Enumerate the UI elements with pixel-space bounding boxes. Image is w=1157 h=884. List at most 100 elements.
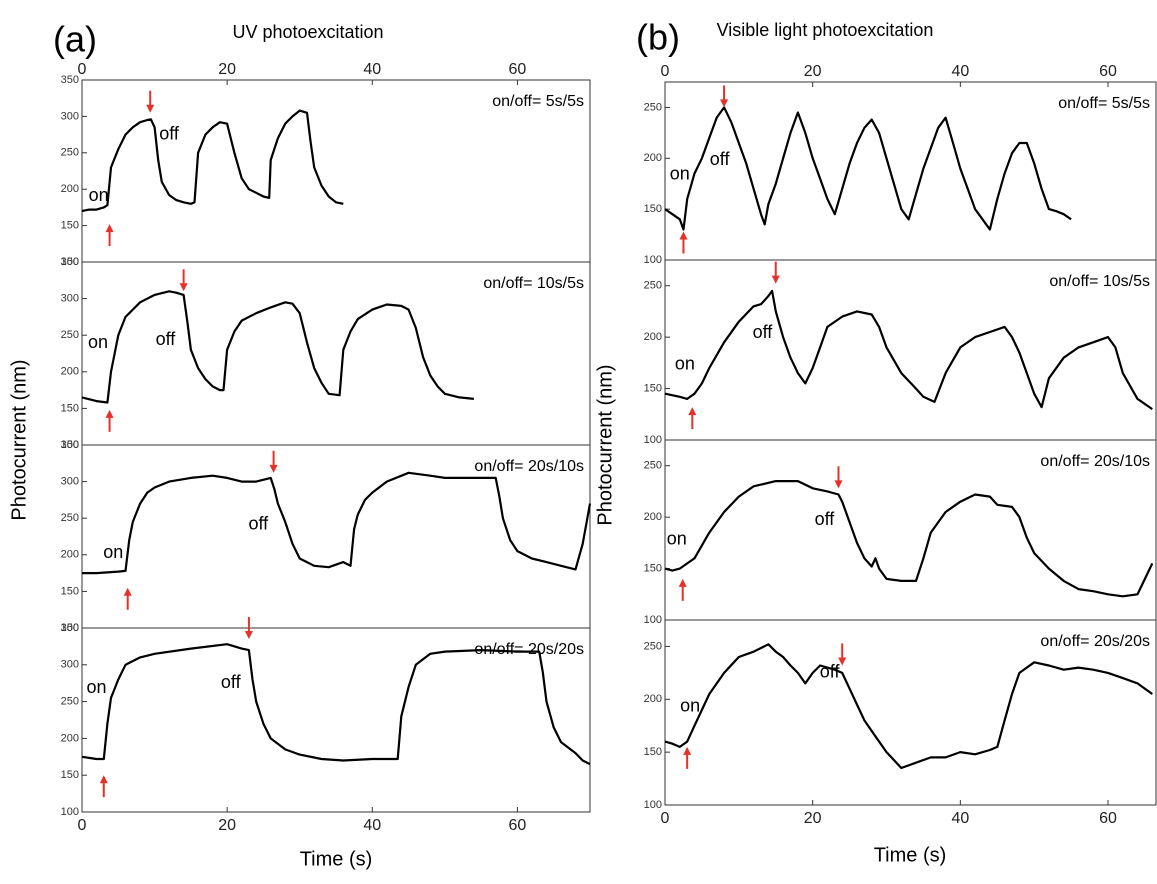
data-line (81, 643, 591, 766)
arrow-head (269, 464, 278, 473)
annotation: on/off= 5s/5s (492, 93, 584, 110)
x-tick-label: 40 (363, 61, 381, 78)
arrow-head (838, 657, 847, 666)
y-tick-label: 200 (61, 732, 79, 744)
x-axis-label: Time (s) (874, 844, 947, 866)
arrow (146, 90, 155, 113)
annotation: on/off= 10s/5s (1049, 273, 1150, 290)
y-tick-label: 250 (644, 280, 662, 292)
x-tick-label: 60 (509, 817, 527, 834)
state-label: on (103, 542, 123, 562)
data-line (664, 106, 1072, 231)
y-tick-label: 150 (61, 402, 79, 414)
state-label: on (667, 529, 687, 549)
arrow (123, 587, 132, 610)
state-label: on (680, 695, 700, 715)
arrow-head (105, 409, 114, 418)
y-axis-label: Photocurrent (nm) (594, 364, 616, 525)
panel-label: (b) (636, 17, 680, 58)
panel-title: UV photoexcitation (232, 22, 383, 42)
data-line (82, 471, 592, 575)
y-tick-label: 150 (61, 769, 79, 781)
y-tick-label: 100 (644, 434, 662, 446)
y-tick-label: 100 (61, 256, 79, 268)
y-tick-label: 250 (644, 101, 662, 113)
y-tick-label: 200 (644, 693, 662, 705)
arrow-head (679, 231, 688, 240)
y-tick-label: 350 (61, 74, 79, 86)
x-tick-label: 40 (951, 63, 969, 80)
arrow-head (123, 587, 132, 596)
y-tick-label: 150 (644, 382, 662, 394)
y-tick-label: 150 (644, 203, 662, 215)
arrow-head (720, 99, 729, 108)
y-tick-label: 200 (61, 549, 79, 561)
data-line (664, 480, 1154, 598)
arrow-head (99, 775, 108, 784)
annotation: on/off= 20s/20s (1040, 633, 1150, 650)
annotation: on/off= 20s/10s (474, 458, 584, 475)
arrow (679, 231, 688, 254)
arrow (105, 409, 114, 432)
y-tick-label: 200 (644, 511, 662, 523)
arrow (688, 407, 697, 430)
annotation: on/off= 20s/20s (474, 641, 584, 658)
arrow (838, 643, 847, 666)
arrow-head (834, 480, 843, 489)
x-tick-label: 60 (509, 61, 527, 78)
y-tick-label: 250 (61, 512, 79, 524)
y-tick-label: 200 (61, 183, 79, 195)
state-label: on (675, 354, 695, 374)
state-label: off (820, 662, 841, 682)
y-tick-label: 300 (61, 110, 79, 122)
state-label: on (89, 185, 109, 205)
arrow-head (105, 224, 114, 233)
y-tick-label: 300 (61, 293, 79, 305)
data-line (664, 289, 1153, 411)
y-tick-label: 250 (61, 147, 79, 159)
x-tick-label: 60 (1099, 63, 1117, 80)
arrow (179, 269, 188, 292)
arrow (678, 578, 687, 601)
data-line (81, 109, 344, 213)
x-tick-label: 20 (218, 61, 236, 78)
y-tick-label: 250 (61, 329, 79, 341)
x-tick-label: 0 (661, 63, 670, 80)
x-tick-label: 20 (804, 63, 822, 80)
state-label: off (159, 123, 180, 143)
y-tick-label: 350 (61, 256, 79, 268)
arrow-head (244, 631, 253, 640)
state-label: off (221, 672, 242, 692)
y-tick-label: 300 (61, 659, 79, 671)
arrow-head (678, 578, 687, 587)
state-label: off (815, 509, 836, 529)
x-tick-label: 20 (218, 817, 236, 834)
x-axis-label: Time (s) (300, 848, 373, 870)
arrow (834, 466, 843, 489)
y-tick-label: 100 (61, 806, 79, 818)
arrow-head (146, 104, 155, 113)
state-label: off (753, 322, 774, 342)
y-axis-label: Photocurrent (nm) (8, 359, 30, 520)
y-tick-label: 200 (644, 152, 662, 164)
y-tick-label: 100 (644, 254, 662, 266)
arrow-head (179, 283, 188, 292)
y-tick-label: 150 (644, 746, 662, 758)
y-tick-label: 100 (61, 622, 79, 634)
x-tick-label: 20 (804, 810, 822, 827)
panel-label: (a) (53, 19, 97, 60)
arrow (720, 85, 729, 108)
x-tick-label: 40 (363, 817, 381, 834)
x-tick-label: 0 (661, 810, 670, 827)
state-label: on (670, 163, 690, 183)
arrow-head (683, 746, 692, 755)
y-tick-label: 100 (644, 799, 662, 811)
y-tick-label: 200 (61, 366, 79, 378)
state-label: on (86, 677, 106, 697)
x-tick-label: 40 (951, 810, 969, 827)
state-label: off (249, 514, 270, 534)
annotation: on/off= 20s/10s (1040, 453, 1150, 470)
annotation: on/off= 5s/5s (1058, 95, 1150, 112)
y-tick-label: 100 (644, 614, 662, 626)
